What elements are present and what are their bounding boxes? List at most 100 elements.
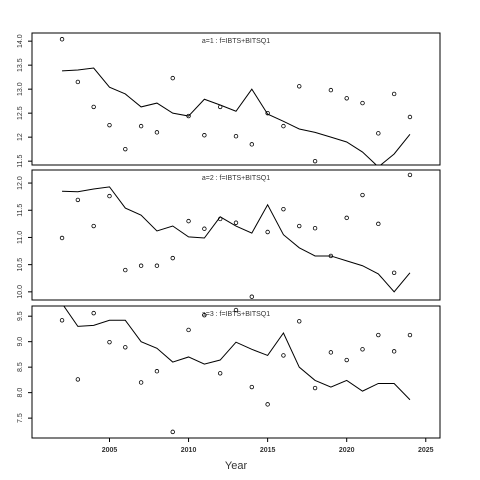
data-point	[138, 123, 144, 129]
fit-line	[62, 67, 411, 165]
data-point	[107, 339, 112, 345]
data-point	[170, 75, 175, 81]
y-tick-label: 10.5	[17, 258, 24, 272]
data-point	[170, 255, 175, 261]
data-point	[123, 267, 128, 273]
data-point	[186, 218, 191, 224]
data-point	[312, 158, 318, 164]
data-point	[107, 122, 112, 128]
data-point	[154, 369, 160, 374]
x-tick-label: 2015	[260, 447, 276, 454]
data-point	[123, 146, 128, 152]
data-point	[312, 385, 318, 391]
data-point	[360, 100, 365, 106]
data-point	[328, 87, 334, 93]
y-tick-label: 13.0	[17, 82, 24, 96]
data-point	[91, 223, 96, 229]
y-tick-label: 13.5	[17, 58, 24, 72]
data-point	[154, 263, 160, 268]
y-tick-label: 11.5	[17, 204, 24, 217]
panel-frame	[31, 169, 441, 301]
data-point	[138, 380, 144, 385]
data-point	[186, 327, 191, 333]
data-point	[360, 347, 365, 352]
data-point	[202, 226, 207, 231]
data-point	[391, 91, 397, 97]
data-point	[297, 84, 302, 89]
data-point	[360, 192, 365, 198]
data-point	[75, 197, 81, 203]
y-tick-label: 9.5	[17, 311, 24, 321]
y-tick-label: 10.0	[17, 285, 24, 299]
y-tick-label: 7.5	[17, 413, 24, 423]
fit-line	[63, 306, 411, 401]
x-axis-label: Year	[225, 460, 248, 472]
data-point	[344, 215, 349, 221]
x-tick-label: 2005	[102, 447, 118, 454]
data-point	[202, 133, 207, 138]
data-point	[344, 96, 349, 101]
data-point	[376, 221, 381, 227]
data-point	[249, 384, 255, 390]
data-point	[407, 332, 413, 338]
data-point	[265, 229, 270, 235]
data-point	[91, 310, 96, 316]
data-point	[59, 235, 65, 241]
data-point	[281, 206, 286, 212]
data-point	[265, 402, 270, 407]
y-tick-label: 8.5	[17, 362, 24, 372]
data-point	[376, 332, 381, 338]
y-tick-label: 11.0	[17, 231, 24, 244]
y-tick-label: 12.5	[17, 106, 24, 120]
y-tick-label: 9.0	[17, 337, 24, 347]
data-point	[297, 319, 302, 324]
panel: a=2 : f=IBTS+BITSQ1 10.0 10.5 11.0 11.5 12.0	[17, 169, 441, 301]
data-point	[170, 429, 175, 435]
data-point	[391, 270, 397, 276]
data-point	[376, 131, 381, 136]
x-tick-label: 2025	[418, 447, 434, 454]
panel-title: a=1 : f=IBTS+BITSQ1	[202, 38, 270, 45]
panel-frame	[31, 32, 441, 166]
panel-frame	[31, 305, 441, 439]
y-tick-label: 12.0	[17, 176, 24, 190]
data-point	[107, 193, 112, 199]
fit-line	[62, 186, 411, 293]
data-point	[407, 172, 413, 178]
data-point	[344, 357, 349, 363]
data-point	[265, 110, 270, 116]
data-point	[249, 294, 255, 299]
data-point	[233, 220, 239, 225]
data-point	[391, 349, 397, 354]
data-point	[75, 377, 81, 382]
data-point	[59, 37, 65, 42]
data-point	[297, 223, 302, 229]
data-point	[328, 350, 334, 355]
data-point	[249, 142, 255, 147]
data-point	[233, 307, 239, 313]
panel-title: a=2 : f=IBTS+BITSQ1	[202, 175, 270, 182]
data-point	[202, 312, 207, 318]
data-point	[91, 104, 96, 110]
y-tick-label: 11.5	[17, 155, 24, 168]
data-point	[281, 353, 286, 358]
data-point	[59, 318, 65, 323]
y-tick-label: 14.0	[17, 34, 24, 48]
panel: a=1 : f=IBTS+BITSQ1 11.5 12 12.5 13.0 13.5 14.…	[17, 32, 441, 168]
y-tick-label: 12	[17, 133, 24, 141]
data-point	[75, 79, 81, 85]
data-point	[407, 114, 413, 120]
data-point	[154, 130, 160, 135]
panel-title: a=3 : f=IBTS+BITSQ1	[202, 311, 270, 318]
x-tick-label: 2010	[181, 447, 197, 454]
data-point	[312, 226, 318, 231]
data-point	[281, 123, 286, 129]
data-point	[217, 371, 223, 376]
data-point	[233, 133, 239, 139]
panel: a=3 : f=IBTS+BITSQ1 7.5 8.0 8.5 9.0 9.5 2005 20…	[17, 305, 441, 472]
data-point	[138, 263, 144, 268]
y-tick-label: 8.0	[17, 388, 24, 398]
data-point	[123, 345, 128, 350]
x-tick-label: 2020	[339, 447, 355, 454]
